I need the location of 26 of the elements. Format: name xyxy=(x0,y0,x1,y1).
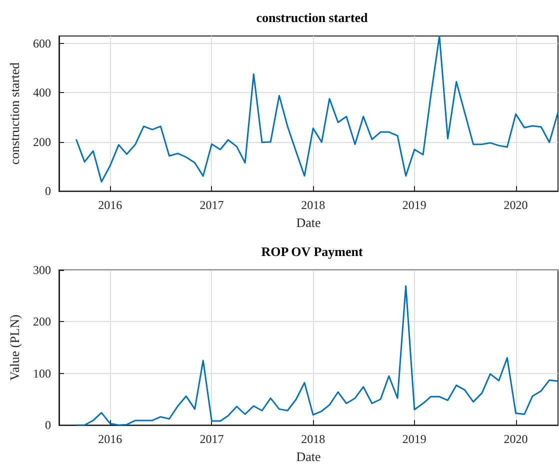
line-series xyxy=(75,35,559,182)
y-tick-label: 200 xyxy=(33,134,51,149)
chart-title: ROP OV Payment xyxy=(261,244,364,259)
y-tick-label: 100 xyxy=(33,366,51,380)
y-axis-title: construction started xyxy=(7,62,22,165)
y-tick-label: 600 xyxy=(33,36,51,50)
x-tick-label: 2017 xyxy=(200,198,224,212)
chart-title: construction started xyxy=(256,10,369,25)
line-series xyxy=(75,285,559,426)
y-tick-label: 0 xyxy=(45,418,51,432)
x-tick-label: 2020 xyxy=(504,198,528,212)
x-tick-label: 2020 xyxy=(504,432,528,446)
y-tick-label: 200 xyxy=(33,314,51,329)
x-axis-title: Date xyxy=(296,449,321,464)
x-tick-label: 2018 xyxy=(301,198,326,212)
x-tick-label: 2019 xyxy=(402,198,426,212)
x-tick-label: 2016 xyxy=(98,432,122,446)
y-tick-label: 400 xyxy=(33,86,51,100)
y-tick-label: 0 xyxy=(45,184,51,198)
x-axis-title: Date xyxy=(296,215,321,230)
x-tick-label: 2016 xyxy=(98,198,122,212)
x-tick-label: 2017 xyxy=(200,432,224,446)
y-axis-title: Value (PLN) xyxy=(7,314,22,381)
x-tick-label: 2018 xyxy=(301,432,326,446)
y-tick-label: 300 xyxy=(33,263,51,277)
x-tick-label: 2019 xyxy=(402,432,426,446)
